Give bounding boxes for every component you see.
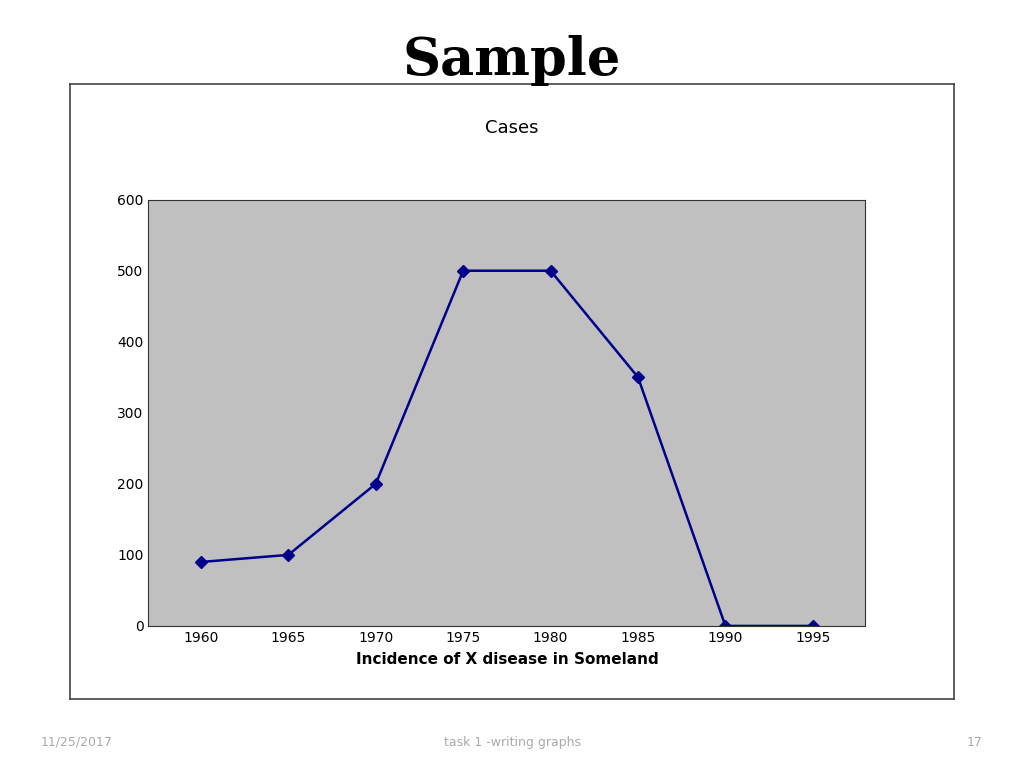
Text: task 1 -writing graphs: task 1 -writing graphs	[443, 736, 581, 749]
X-axis label: Incidence of X disease in Someland: Incidence of X disease in Someland	[355, 652, 658, 667]
Text: Cases: Cases	[485, 119, 539, 137]
Text: 11/25/2017: 11/25/2017	[41, 736, 113, 749]
Text: 17: 17	[967, 736, 983, 749]
Text: Sample: Sample	[402, 35, 622, 85]
